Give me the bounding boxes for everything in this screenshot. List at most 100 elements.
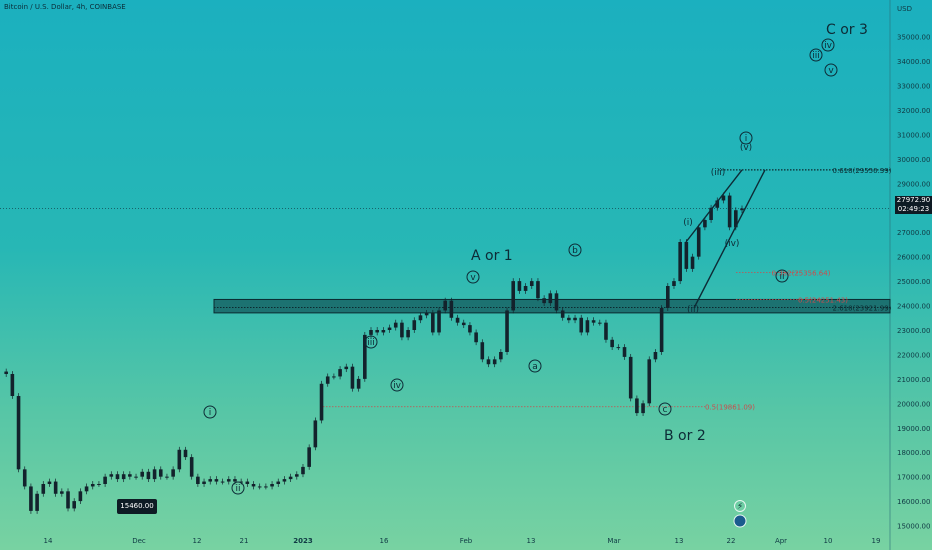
candle-body xyxy=(597,322,602,324)
wave-marker-label: i xyxy=(209,408,212,418)
candle-body xyxy=(109,474,114,477)
candle-body xyxy=(461,322,466,326)
candle-body xyxy=(375,330,379,333)
y-tick-label: 34000.00 xyxy=(897,58,930,66)
candle-body xyxy=(319,383,324,421)
candle-body xyxy=(257,486,262,488)
candle-body xyxy=(84,486,89,492)
candle-body xyxy=(690,256,695,269)
wave-marker-label: iii xyxy=(812,51,820,61)
y-tick-label: 27000.00 xyxy=(897,229,930,237)
candle-body xyxy=(709,207,713,220)
candle-body xyxy=(344,366,349,370)
y-tick-label: 16000.00 xyxy=(897,498,930,506)
candle-body xyxy=(202,481,206,484)
wave-marker-circle xyxy=(739,131,753,145)
candle-body xyxy=(72,501,76,509)
candle-body xyxy=(134,476,138,478)
candle-body xyxy=(245,481,250,484)
candle-body xyxy=(325,376,330,384)
y-tick-label: 18000.00 xyxy=(897,449,930,457)
candle-body xyxy=(393,322,398,328)
candle-body xyxy=(585,320,590,333)
candle-body xyxy=(264,486,268,488)
candle-body xyxy=(307,447,311,467)
x-tick-label: 19 xyxy=(872,537,881,545)
candle-body xyxy=(251,484,256,487)
candle-body xyxy=(47,481,52,484)
candle-body xyxy=(282,479,287,482)
subwave-label: (iii) xyxy=(711,168,726,178)
candle-body xyxy=(548,293,553,304)
candle-body xyxy=(90,484,95,487)
wave-marker-circle xyxy=(568,243,582,257)
candle-body xyxy=(363,334,367,379)
candle-body xyxy=(734,210,738,228)
wave-marker-circle xyxy=(658,402,672,416)
candle-body xyxy=(653,352,658,360)
candle-body xyxy=(567,317,571,321)
candle-body xyxy=(196,476,200,484)
candle-body xyxy=(703,220,707,228)
x-tick-label: 16 xyxy=(380,537,389,545)
x-tick-label: 12 xyxy=(193,537,202,545)
candle-body xyxy=(536,281,540,299)
candle-body xyxy=(517,281,522,291)
x-tick-label: 22 xyxy=(727,537,736,545)
candle-body xyxy=(270,484,274,487)
fib-level-label: 0.618(29550.39) xyxy=(833,167,892,175)
wave-marker-circle xyxy=(390,378,404,392)
candle-body xyxy=(523,286,528,291)
candle-body xyxy=(499,352,503,360)
wave-marker-label: c xyxy=(663,405,668,415)
y-tick-label: 31000.00 xyxy=(897,131,930,139)
candle-body xyxy=(449,300,454,318)
candle-body xyxy=(573,317,577,321)
candle-body xyxy=(115,474,120,480)
candle-body xyxy=(387,327,392,330)
candle-body xyxy=(338,369,342,377)
candle-body xyxy=(239,481,243,483)
candle-body xyxy=(641,403,645,414)
candle-body xyxy=(492,359,497,365)
subwave-label: (v) xyxy=(740,143,752,153)
candle-body xyxy=(431,312,435,333)
wave-label-a-or-1: A or 1 xyxy=(471,248,513,264)
candle-body xyxy=(4,371,8,374)
x-tick-label: Feb xyxy=(460,537,473,545)
wave-label-b-or-2: B or 2 xyxy=(664,428,706,444)
candle-body xyxy=(486,359,491,365)
y-tick-label: 26000.00 xyxy=(897,254,930,262)
candle-body xyxy=(424,312,429,316)
candle-body xyxy=(591,320,596,323)
candle-body xyxy=(295,474,299,477)
candle-body xyxy=(301,466,305,475)
y-tick-label: 29000.00 xyxy=(897,180,930,188)
candle-body xyxy=(635,398,639,414)
candle-body xyxy=(220,481,225,483)
lightning-icon xyxy=(734,500,746,512)
candle-body xyxy=(579,317,584,333)
candle-body xyxy=(437,310,441,333)
wedge-upper-line xyxy=(685,169,743,243)
wave-marker-label: v xyxy=(828,66,834,76)
y-tick-label: 15000.00 xyxy=(897,523,930,531)
wave-marker-label: b xyxy=(572,246,578,256)
current-price-value: 27972.90 xyxy=(896,196,931,204)
fib-level-label: 0.5(19861.09) xyxy=(705,404,755,412)
candle-body xyxy=(53,481,58,494)
candle-body xyxy=(647,359,652,404)
y-tick-label: 20000.00 xyxy=(897,400,930,408)
candle-body xyxy=(560,310,565,318)
candle-body xyxy=(369,330,373,335)
wave-marker-label: iv xyxy=(824,41,833,51)
wave-marker-circle xyxy=(821,38,835,52)
candle-body xyxy=(60,491,64,494)
y-tick-label: 32000.00 xyxy=(897,107,930,115)
currency-label: USD xyxy=(897,5,912,13)
wave-marker-label: i xyxy=(745,134,748,144)
subwave-label: (ii) xyxy=(687,305,699,315)
fib-level-label: 0.382(25356.64) xyxy=(772,269,831,277)
low-price-label: 15460.00 xyxy=(117,499,157,514)
